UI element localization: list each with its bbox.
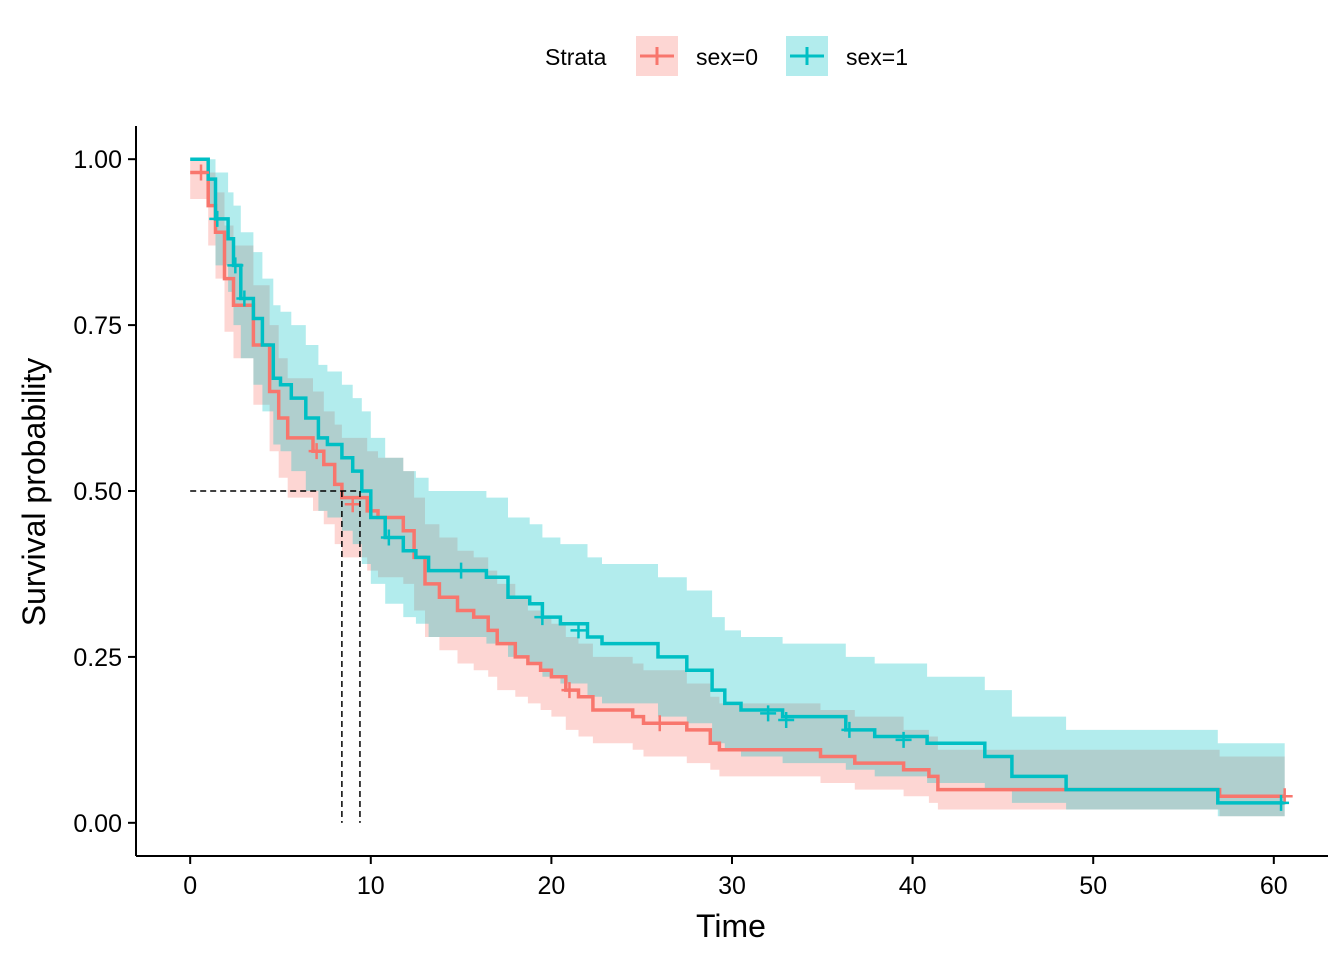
censor-mark-sex0 bbox=[561, 682, 578, 699]
plot-area bbox=[190, 157, 1293, 823]
legend-label-sex1: sex=1 bbox=[846, 44, 908, 70]
legend-label-sex0: sex=0 bbox=[696, 44, 758, 70]
x-tick-label: 50 bbox=[1079, 872, 1107, 900]
legend-title: Strata bbox=[545, 44, 607, 70]
censor-mark-sex0 bbox=[344, 496, 361, 513]
legend-entry-sex1: sex=1 bbox=[786, 36, 908, 76]
y-tick-label: 0.50 bbox=[73, 478, 122, 506]
censor-mark-sex0 bbox=[651, 715, 668, 732]
censor-mark-sex1 bbox=[841, 721, 858, 738]
legend: Strata sex=0 sex=1 bbox=[545, 36, 908, 76]
censor-mark-sex1 bbox=[534, 609, 551, 626]
y-axis-title: Survival probability bbox=[16, 358, 52, 627]
censor-mark-sex1 bbox=[236, 290, 253, 307]
x-tick-label: 30 bbox=[718, 872, 746, 900]
censor-mark-sex1 bbox=[227, 257, 244, 274]
censor-mark-sex1 bbox=[570, 622, 587, 639]
censor-mark-sex1 bbox=[453, 562, 470, 579]
x-tick-label: 10 bbox=[357, 872, 385, 900]
censor-mark-sex1 bbox=[895, 731, 912, 748]
y-tick-label: 0.25 bbox=[73, 644, 122, 672]
censor-mark-sex1 bbox=[778, 711, 795, 728]
y-tick-label: 0.00 bbox=[73, 810, 122, 838]
y-tick-label: 0.75 bbox=[73, 312, 122, 340]
censor-mark-sex1 bbox=[760, 705, 777, 722]
survival-line-sex0 bbox=[190, 170, 1285, 799]
legend-entry-sex0: sex=0 bbox=[636, 36, 758, 76]
ci-band-sex1 bbox=[190, 159, 1285, 817]
y-tick-label: 1.00 bbox=[73, 146, 122, 174]
censor-mark-sex1 bbox=[380, 529, 397, 546]
x-tick-label: 0 bbox=[183, 872, 197, 900]
censor-mark-sex0 bbox=[193, 164, 210, 181]
x-tick-label: 60 bbox=[1260, 872, 1288, 900]
axes: 0 10 20 30 40 50 60 0.00 0.25 0.50 0.75 1.00 bbox=[73, 126, 1328, 900]
censor-mark-sex0 bbox=[1276, 788, 1293, 805]
censor-mark-sex1 bbox=[209, 210, 226, 227]
x-tick-label: 40 bbox=[899, 872, 927, 900]
censor-mark-sex1 bbox=[1273, 794, 1290, 811]
censor-mark-sex0 bbox=[308, 443, 325, 460]
x-tick-label: 20 bbox=[537, 872, 565, 900]
ci-band-sex0 bbox=[190, 159, 1285, 817]
x-axis-title: Time bbox=[696, 908, 766, 944]
